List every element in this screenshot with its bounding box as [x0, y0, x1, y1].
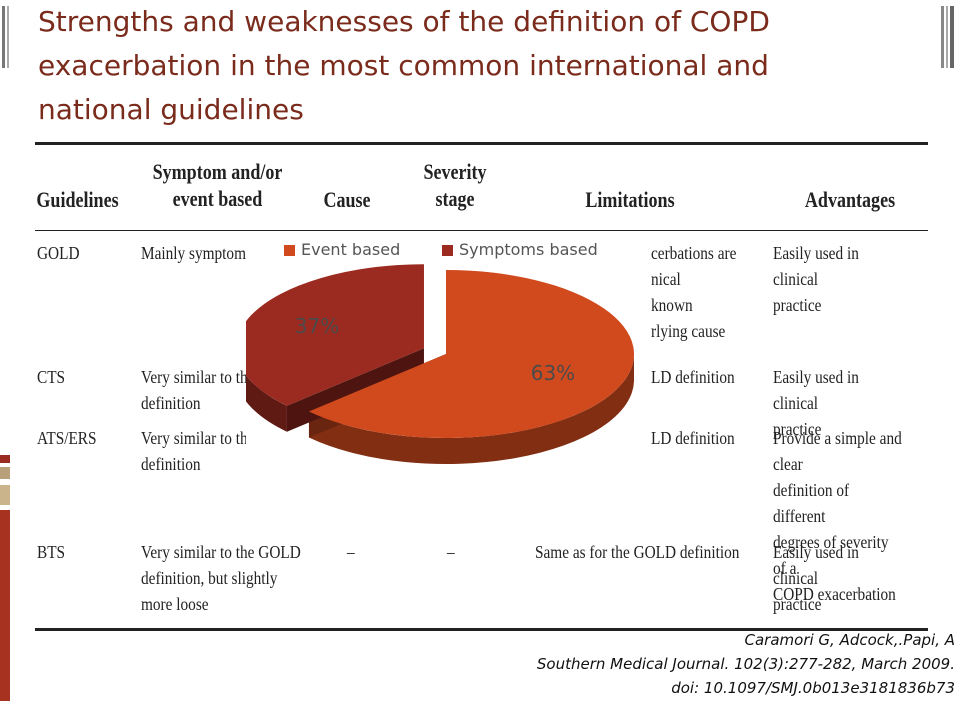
row-gold-limitations: cerbations are nical known rlying cause: [651, 243, 737, 341]
header-guidelines: Guidelines: [36, 187, 119, 212]
header-symptom-event: Symptom and/or event based: [152, 159, 283, 211]
citation: Caramori G, Adcock,.Papi, A Southern Med…: [460, 628, 955, 700]
table-bottom-rule: [35, 628, 928, 631]
pie-data-label: 37%: [295, 314, 339, 338]
row-gold-advantages: Easily used in clinical practice: [773, 243, 859, 315]
title-line: Strengths and weaknesses of the definiti…: [38, 5, 770, 38]
table-top-rule: [35, 142, 928, 145]
guidelines-table: Guidelines Symptom and/or event based Ca…: [35, 142, 928, 632]
slide-title: Strengths and weaknesses of the definiti…: [38, 0, 918, 132]
row-atsers-guideline: ATS/ERS: [37, 428, 97, 448]
left-edge-bars-ornament: [0, 0, 14, 701]
pie-slice-side: [308, 354, 634, 464]
pie-slice: [308, 270, 635, 438]
citation-authors: Caramori G, Adcock,.Papi, A: [744, 631, 955, 649]
legend-label: Symptoms based: [459, 240, 598, 259]
row-atsers-symptom: Very similar to the definition: [141, 428, 254, 474]
citation-doi: doi: 10.1097/SMJ.0b013e3181836b73: [671, 679, 955, 697]
row-gold-guideline: GOLD: [37, 243, 80, 263]
legend-label: Event based: [301, 240, 400, 259]
pie-chart-svg: Event based Symptoms based 63% 37%: [235, 240, 635, 464]
legend-swatch: [442, 245, 453, 256]
row-bts-cause: –: [347, 542, 355, 562]
row-cts-limitations: LD definition: [651, 367, 735, 387]
row-bts-severity: –: [447, 542, 455, 562]
row-bts-advantages: Easily used in clinical practice: [773, 542, 859, 614]
pie-slice-side: [235, 348, 287, 432]
row-atsers-limitations: LD definition: [651, 428, 735, 448]
title-line: exacerbation in the most common internat…: [38, 49, 769, 82]
row-bts-guideline: BTS: [37, 542, 66, 562]
header-advantages: Advantages: [804, 187, 896, 212]
legend-swatch: [284, 245, 295, 256]
row-cts-symptom: Very similar to the definition: [141, 367, 254, 413]
top-right-bars-ornament: [941, 6, 955, 68]
row-gold-symptom: Mainly symptom b: [141, 243, 258, 263]
row-cts-advantages: Easily used in clinical practice: [773, 367, 859, 439]
row-bts-limitations: Same as for the GOLD definition: [535, 542, 740, 562]
pie-data-label: 63%: [531, 361, 575, 385]
row-cts-guideline: CTS: [37, 367, 66, 387]
pie-chart: Event based Symptoms based 63% 37%: [235, 234, 651, 496]
citation-journal: Southern Medical Journal. 102(3):277-282…: [536, 655, 955, 673]
header-cause: Cause: [323, 187, 371, 212]
pie-slice: [235, 264, 424, 406]
row-atsers-advantages: Provide a simple and clear definition of…: [773, 428, 902, 604]
header-limitations: Limitations: [585, 187, 675, 212]
header-severity-stage: Severity stage: [423, 159, 487, 211]
table-header-rule: [35, 230, 928, 231]
title-line: national guidelines: [38, 93, 304, 126]
chart-legend: Event based Symptoms based: [284, 240, 598, 259]
pie-slices: [235, 264, 635, 464]
row-bts-symptom: Very similar to the GOLD definition, but…: [141, 542, 301, 614]
